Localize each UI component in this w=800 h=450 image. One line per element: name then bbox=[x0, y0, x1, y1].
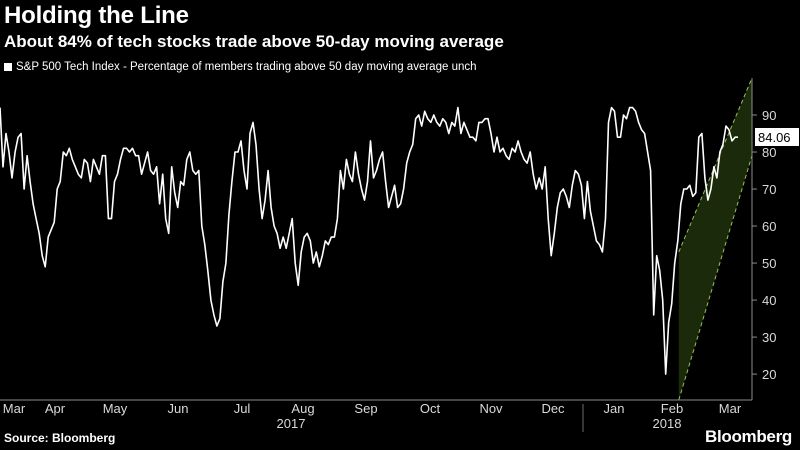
x-tick-label: May bbox=[103, 401, 128, 416]
x-tick-label: Mar bbox=[719, 401, 742, 416]
x-tick-label: Nov bbox=[479, 401, 503, 416]
series-line bbox=[0, 106, 738, 375]
x-tick-label: Jun bbox=[168, 401, 189, 416]
chart-legend: S&P 500 Tech Index - Percentage of membe… bbox=[4, 61, 477, 73]
last-value-label: 84.06 bbox=[758, 130, 791, 145]
chart-title: Holding the Line bbox=[4, 2, 189, 29]
chart-subtitle: About 84% of tech stocks trade above 50-… bbox=[4, 32, 504, 51]
trend-channel-upper-edge bbox=[678, 77, 753, 253]
x-tick-label: Dec bbox=[541, 401, 565, 416]
legend-label: S&P 500 Tech Index - Percentage of membe… bbox=[16, 61, 477, 73]
last-value-box bbox=[755, 127, 799, 146]
y-tick-label: 30 bbox=[762, 330, 776, 345]
trend-channel-fill bbox=[678, 78, 752, 400]
x-year-label: 2018 bbox=[653, 416, 682, 431]
x-tick-label: Sep bbox=[354, 401, 377, 416]
x-tick-label: Feb bbox=[661, 401, 683, 416]
x-tick-label: Mar bbox=[3, 401, 26, 416]
x-tick-label: Jan bbox=[604, 401, 625, 416]
y-tick-label: 40 bbox=[762, 293, 776, 308]
x-tick-label: Apr bbox=[45, 401, 66, 416]
y-tick-label: 70 bbox=[762, 182, 776, 197]
y-tick-label: 80 bbox=[762, 145, 776, 160]
brand-logo: Bloomberg bbox=[704, 427, 792, 446]
y-tick-label: 50 bbox=[762, 256, 776, 271]
x-tick-label: Jul bbox=[234, 401, 251, 416]
x-tick-label: Aug bbox=[291, 401, 314, 416]
y-tick-label: 90 bbox=[762, 108, 776, 123]
y-tick-label: 60 bbox=[762, 219, 776, 234]
x-tick-label: Oct bbox=[420, 401, 441, 416]
x-year-label: 2017 bbox=[277, 416, 306, 431]
y-tick-label: 20 bbox=[762, 367, 776, 382]
trend-channel-lower-edge bbox=[678, 155, 753, 401]
source-note: Source: Bloomberg bbox=[4, 431, 116, 445]
legend-swatch bbox=[4, 63, 12, 71]
